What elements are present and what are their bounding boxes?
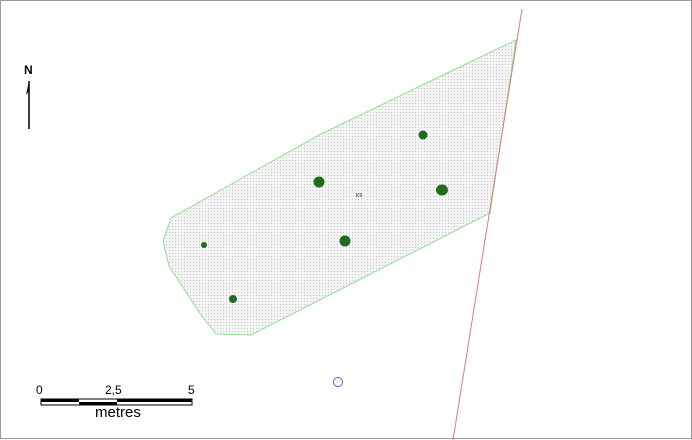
scale-tick-2-5: 2,5: [105, 383, 122, 397]
post-hole: [339, 235, 351, 247]
scale-bar: [40, 398, 193, 406]
scale-tick-0: 0: [36, 383, 43, 397]
circle-marker-icon: [333, 377, 343, 387]
boundary-line: [452, 8, 523, 440]
scale-tick-5: 5: [188, 383, 195, 397]
post-hole: [436, 184, 448, 196]
feature-label: K9: [356, 193, 362, 199]
post-hole: [418, 130, 428, 140]
post-hole: [229, 295, 237, 303]
north-label: N: [24, 63, 33, 77]
north-arrow-icon: [26, 81, 30, 129]
feature-polygon: [162, 39, 517, 336]
post-hole: [201, 242, 207, 248]
scale-unit-label: metres: [95, 404, 141, 421]
post-hole: [313, 176, 325, 188]
